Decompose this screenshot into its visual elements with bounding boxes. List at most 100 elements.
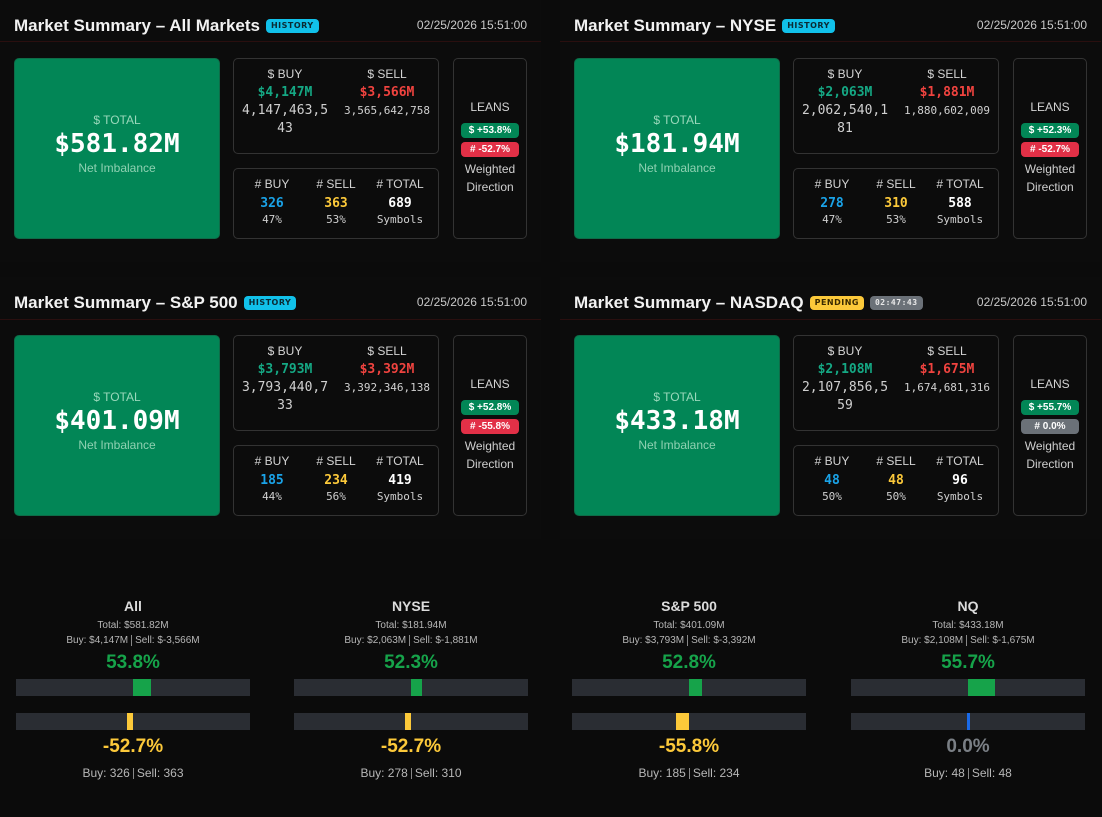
dollar-lean-fill <box>689 679 703 697</box>
total-sub: Net Imbalance <box>78 161 156 175</box>
count-lean-fill <box>967 713 970 731</box>
count-lean-pill: # -55.8% <box>461 419 519 434</box>
gauge-nq: NQ Total: $433.18M Buy: $2,108M Sell: $-1… <box>851 590 1085 780</box>
dollar-lean-bar <box>16 679 250 697</box>
panel-timestamp: 02/25/2026 15:51:00 <box>416 18 527 32</box>
dollar-sell-label: $ SELL <box>927 67 967 81</box>
panel-title: Market Summary – NASDAQ <box>574 293 804 312</box>
total-value: $401.09M <box>54 406 180 436</box>
dollar-lean-fill <box>411 679 423 697</box>
dollar-buy-value: $4,147M <box>257 85 313 100</box>
count-lean-bar <box>572 713 806 731</box>
count-buy: Buy: 185 <box>638 766 686 781</box>
dollar-buy-raw: 4,147,463,543 <box>241 103 329 136</box>
panel-title: Market Summary – S&P 500 <box>14 293 238 312</box>
dollar-sell-value: $1,881M <box>919 85 975 100</box>
count-sell-label: # SELL <box>876 454 916 468</box>
separator <box>131 635 133 646</box>
count-total-value: 96 <box>952 473 968 488</box>
gauge-counts: Buy: 185 Sell: 234 <box>572 766 806 780</box>
separator <box>967 768 969 780</box>
gauge-counts: Buy: 278 Sell: 310 <box>294 766 528 780</box>
dollar-lean-pct: 52.3% <box>384 652 438 674</box>
count-buy-value: 185 <box>260 473 284 488</box>
gauge-buy-sell: Buy: $2,108M Sell: $-1,675M <box>851 635 1085 646</box>
gauge-sell: Sell: $-1,881M <box>413 635 478 647</box>
dollar-sell: $ SELL $1,675M 1,674,681,316 <box>896 336 998 430</box>
count-sell: # SELL 48 50% <box>864 446 928 515</box>
count-lean-pct: -52.7% <box>102 736 164 758</box>
count-lean-bar <box>16 713 250 731</box>
dollar-lean-pill: $ +52.3% <box>1021 123 1079 138</box>
dollar-card: $ BUY $4,147M 4,147,463,543 $ SELL $3,56… <box>233 58 439 154</box>
count-total-label: # TOTAL <box>936 454 984 468</box>
gauge-strip: All Total: $581.82M Buy: $4,147M Sell: $-… <box>0 590 1102 817</box>
dollar-buy-raw: 2,107,856,559 <box>801 380 889 413</box>
dollar-sell: $ SELL $3,566M 3,565,642,758 <box>336 59 438 153</box>
dollar-sell-label: $ SELL <box>367 344 407 358</box>
count-sell-label: # SELL <box>316 177 356 191</box>
dollar-sell-value: $3,566M <box>359 85 415 100</box>
count-buy: # BUY 48 50% <box>800 446 864 515</box>
weighted-label: Weighted <box>1024 439 1076 453</box>
count-sell: Sell: 310 <box>414 766 462 781</box>
weighted-direction-label: Weighted Direction <box>1014 160 1086 196</box>
count-buy-pct: 47% <box>822 213 842 226</box>
panel-timestamp: 02/25/2026 15:51:00 <box>976 18 1087 32</box>
count-lean-pct: 0.0% <box>946 736 990 758</box>
count-card: # BUY 278 47% # SELL 310 53% # TOTAL 588… <box>793 168 999 239</box>
direction-label: Direction <box>466 180 514 194</box>
count-total-sub: Symbols <box>936 213 984 226</box>
panel-title-row: Market Summary – All Markets HISTORY <box>14 16 319 36</box>
count-buy-value: 278 <box>820 196 844 211</box>
gauge-sell: Sell: $-1,675M <box>970 635 1035 647</box>
panel-timestamp: 02/25/2026 15:51:00 <box>976 295 1087 309</box>
count-total-label: # TOTAL <box>936 177 984 191</box>
leans-card: LEANS $ +52.8% # -55.8% Weighted Directio… <box>453 335 527 516</box>
count-lean-bar <box>851 713 1085 731</box>
dollar-lean-pct: 53.8% <box>106 652 160 674</box>
separator <box>409 635 411 646</box>
dollar-buy-label: $ BUY <box>827 344 863 358</box>
count-buy-label: # BUY <box>254 454 290 468</box>
count-sell: Sell: 48 <box>971 766 1012 781</box>
count-lean-fill <box>675 713 689 731</box>
count-buy-pct: 47% <box>262 213 282 226</box>
dollar-sell: $ SELL $3,392M 3,392,346,138 <box>336 336 438 430</box>
net-imbalance-card: $ TOTAL $401.09M Net Imbalance <box>14 335 220 516</box>
count-total-label: # TOTAL <box>376 177 424 191</box>
total-sub: Net Imbalance <box>638 438 716 452</box>
dollar-buy-value: $2,063M <box>817 85 873 100</box>
gauge-buy: Buy: $2,108M <box>901 635 964 647</box>
panel-title: Market Summary – All Markets <box>14 16 260 35</box>
dollar-buy-value: $3,793M <box>257 362 313 377</box>
direction-label: Direction <box>1026 457 1074 471</box>
count-lean-pill: # -52.7% <box>461 142 519 157</box>
count-sell: Sell: 234 <box>692 766 740 781</box>
count-sell: # SELL 363 53% <box>304 169 368 238</box>
count-lean-bar <box>294 713 528 731</box>
gauge-s-p-500: S&P 500 Total: $401.09M Buy: $3,793M Sell… <box>572 590 806 780</box>
panel-title-row: Market Summary – S&P 500 HISTORY <box>14 293 297 313</box>
count-sell: # SELL 234 56% <box>304 446 368 515</box>
dollar-sell-raw: 3,565,642,758 <box>343 104 431 117</box>
dollar-sell: $ SELL $1,881M 1,880,602,009 <box>896 59 998 153</box>
panel-title: Market Summary – NYSE <box>574 16 777 35</box>
weighted-direction-label: Weighted Direction <box>454 160 526 196</box>
count-buy-pct: 44% <box>262 490 282 503</box>
dollar-lean-bar <box>851 679 1085 697</box>
total-value: $433.18M <box>614 406 740 436</box>
count-sell-value: 48 <box>888 473 904 488</box>
count-buy: Buy: 278 <box>360 766 408 781</box>
count-sell-value: 363 <box>324 196 348 211</box>
separator <box>410 768 412 780</box>
dollar-lean-bar <box>294 679 528 697</box>
gauge-sell: Sell: $-3,566M <box>135 635 200 647</box>
dollar-lean-fill <box>133 679 152 697</box>
count-buy: # BUY 326 47% <box>240 169 304 238</box>
dollar-sell-raw: 1,880,602,009 <box>903 104 991 117</box>
count-total: # TOTAL 419 Symbols <box>368 446 432 515</box>
count-buy-value: 48 <box>824 473 840 488</box>
dollar-buy: $ BUY $3,793M 3,793,440,733 <box>234 336 336 430</box>
count-buy-label: # BUY <box>814 454 850 468</box>
